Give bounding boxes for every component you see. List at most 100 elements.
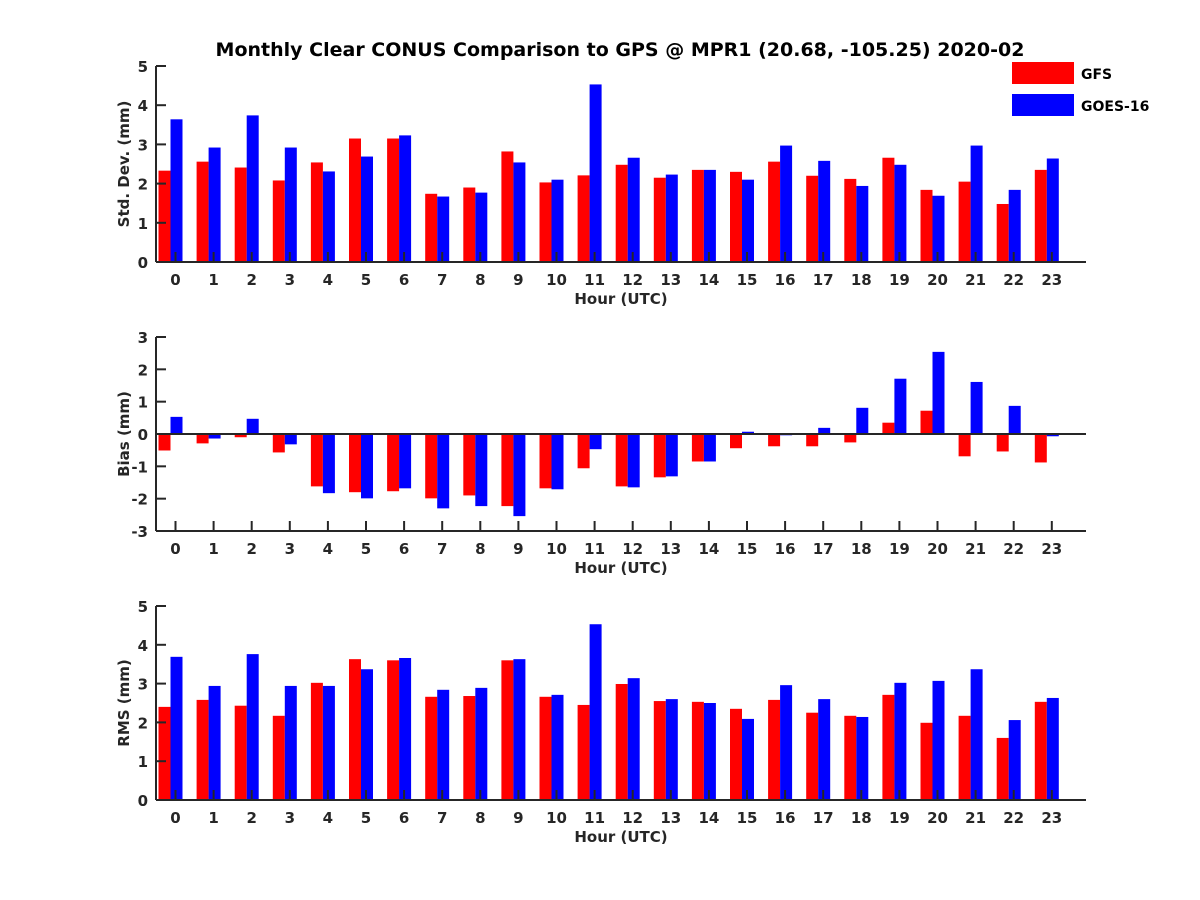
x-tick-label: 8	[475, 540, 485, 558]
x-tick-label: 6	[399, 271, 409, 289]
y-tick-label: 0	[138, 426, 148, 444]
bar-std-dev-goes16-hour-15	[742, 179, 754, 262]
bar-std-dev-gfs-hour-4	[310, 162, 323, 262]
x-tick-label: 4	[323, 271, 333, 289]
x-tick-label: 15	[737, 809, 758, 827]
bar-rms-gfs-hour-3	[272, 715, 285, 800]
bar-bias-goes16-hour-5	[361, 434, 373, 499]
x-tick-label: 6	[399, 809, 409, 827]
bar-std-dev-gfs-hour-13	[653, 177, 666, 262]
bar-std-dev-goes16-hour-22	[1008, 189, 1021, 262]
bar-rms-goes16-hour-6	[399, 657, 412, 800]
x-tick-label: 18	[851, 540, 872, 558]
x-tick-label: 16	[775, 809, 796, 827]
x-tick-label: 7	[437, 540, 447, 558]
x-tick-label: 17	[813, 271, 834, 289]
bar-bias-gfs-hour-17	[806, 434, 819, 447]
bar-bias-gfs-hour-12	[615, 434, 628, 487]
x-axis-label-std-dev: Hour (UTC)	[574, 290, 667, 308]
bar-bias-gfs-hour-14	[691, 434, 704, 462]
bar-bias-goes16-hour-9	[513, 434, 526, 517]
bar-bias-goes16-hour-4	[322, 434, 335, 494]
bar-std-dev-gfs-hour-1	[196, 161, 209, 262]
bar-bias-goes16-hour-6	[399, 434, 412, 489]
bar-std-dev-goes16-hour-5	[361, 156, 373, 262]
bar-std-dev-gfs-hour-14	[691, 169, 704, 262]
bar-std-dev-goes16-hour-7	[437, 196, 450, 262]
x-tick-label: 3	[285, 271, 295, 289]
bar-std-dev-gfs-hour-12	[615, 164, 628, 262]
bar-std-dev-gfs-hour-7	[425, 193, 438, 262]
y-tick-label: 4	[138, 97, 148, 115]
x-tick-label: 20	[927, 540, 948, 558]
bar-std-dev-gfs-hour-15	[730, 171, 742, 262]
x-tick-label: 12	[622, 540, 643, 558]
bar-bias-gfs-hour-22	[996, 434, 1009, 452]
x-axis-label-bias: Hour (UTC)	[574, 559, 667, 577]
x-tick-label: 20	[927, 271, 948, 289]
bar-bias-goes16-hour-11	[589, 434, 602, 450]
bar-rms-gfs-hour-13	[653, 701, 666, 800]
bar-rms-gfs-hour-12	[615, 683, 628, 800]
y-tick-label: -1	[131, 458, 148, 476]
bar-bias-gfs-hour-15	[730, 434, 742, 449]
bar-std-dev-goes16-hour-14	[703, 169, 716, 262]
bar-bias-goes16-hour-8	[475, 434, 488, 507]
bar-rms-gfs-hour-16	[768, 699, 781, 800]
bar-rms-goes16-hour-21	[970, 669, 983, 800]
bar-std-dev-goes16-hour-17	[818, 160, 831, 262]
bar-bias-gfs-hour-2	[234, 434, 247, 438]
bar-bias-goes16-hour-7	[437, 434, 450, 509]
x-tick-label: 5	[361, 809, 371, 827]
x-tick-label: 10	[546, 540, 567, 558]
bar-bias-gfs-hour-1	[196, 434, 209, 444]
bar-std-dev-goes16-hour-21	[970, 145, 983, 262]
bar-std-dev-gfs-hour-10	[539, 182, 552, 262]
x-tick-label: 3	[285, 809, 295, 827]
bar-rms-gfs-hour-10	[539, 696, 552, 800]
bar-std-dev-goes16-hour-13	[665, 174, 678, 262]
bar-bias-goes16-hour-10	[551, 434, 564, 490]
y-tick-label: 4	[138, 637, 148, 655]
y-axis-label-bias: Bias (mm)	[115, 391, 133, 477]
bar-std-dev-goes16-hour-2	[246, 115, 259, 262]
bar-std-dev-goes16-hour-18	[856, 185, 869, 262]
x-tick-label: 23	[1041, 540, 1062, 558]
bar-bias-goes16-hour-18	[856, 407, 869, 434]
legend-label-gfs: GFS	[1081, 67, 1112, 83]
bar-rms-gfs-hour-11	[577, 704, 590, 800]
bar-std-dev-goes16-hour-9	[513, 162, 526, 262]
x-tick-label: 0	[170, 540, 180, 558]
y-tick-label: 1	[138, 753, 148, 771]
bar-bias-goes16-hour-23	[1046, 434, 1059, 437]
bar-bias-gfs-hour-10	[539, 434, 552, 489]
bar-rms-goes16-hour-15	[742, 718, 754, 800]
bar-rms-goes16-hour-10	[551, 694, 564, 800]
bar-rms-goes16-hour-16	[780, 685, 793, 800]
y-tick-label: 3	[138, 136, 148, 154]
x-tick-label: 21	[965, 809, 986, 827]
bar-bias-goes16-hour-1	[208, 434, 221, 439]
x-tick-label: 2	[246, 271, 256, 289]
x-tick-label: 23	[1041, 809, 1062, 827]
bar-std-dev-gfs-hour-16	[768, 161, 781, 262]
legend-label-goes16: GOES-16	[1081, 99, 1149, 115]
x-tick-label: 6	[399, 540, 409, 558]
bar-rms-goes16-hour-3	[284, 685, 297, 800]
bar-rms-gfs-hour-1	[196, 699, 209, 800]
bar-bias-gfs-hour-6	[387, 434, 400, 492]
bar-rms-goes16-hour-12	[627, 678, 640, 800]
bar-bias-gfs-hour-18	[844, 434, 857, 443]
bar-bias-gfs-hour-13	[653, 434, 666, 478]
bar-rms-goes16-hour-19	[894, 682, 907, 800]
x-tick-label: 13	[660, 809, 681, 827]
x-tick-label: 12	[622, 271, 643, 289]
bar-bias-gfs-hour-7	[425, 434, 438, 499]
x-tick-label: 4	[323, 809, 333, 827]
bar-bias-goes16-hour-21	[970, 381, 983, 434]
bar-bias-goes16-hour-14	[703, 434, 716, 462]
bar-bias-gfs-hour-4	[310, 434, 323, 487]
